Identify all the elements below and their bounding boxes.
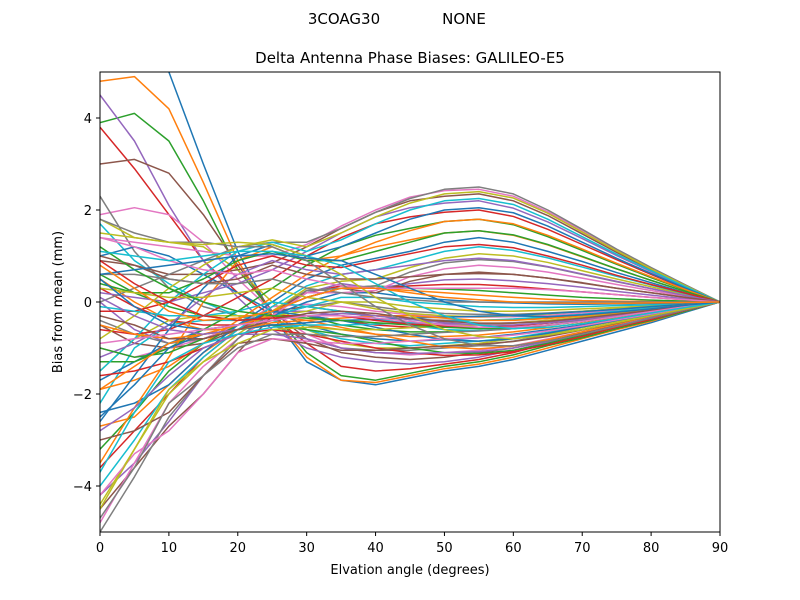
series-line-s41 [100,206,720,423]
series-line-s70 [100,250,720,330]
series-line-s71 [100,252,720,318]
x-tick-label: 20 [230,541,247,556]
x-axis: 0 10 20 30 40 50 60 70 80 90 [96,532,728,556]
series-line-s30 [100,246,720,487]
y-tick-label: −2 [73,388,92,403]
series-line-s37 [100,188,720,303]
series-line-s6 [100,158,720,361]
x-tick-label: 70 [574,541,591,556]
series-line-s40 [100,197,720,372]
y-tick-label: 2 [84,204,92,219]
series-line-s59 [100,301,720,510]
series-line-s67 [100,301,720,345]
series-line-s1 [167,72,720,386]
series-line-s31 [100,236,720,414]
series-line-s43 [100,229,720,303]
x-tick-label: 80 [643,541,660,556]
series-line-s35 [100,200,720,303]
x-tick-label: 60 [505,541,522,556]
series-line-s72 [100,264,720,322]
series-line-s65 [100,296,720,335]
x-tick-label: 0 [96,541,104,556]
series-line-s48 [100,273,720,303]
series-line-s66 [100,301,720,340]
x-tick-label: 90 [712,541,729,556]
series-line-s69 [100,232,720,340]
suptitle-radome: NONE [442,10,486,28]
series-line-s68 [100,218,720,347]
y-tick-label: 4 [84,112,92,127]
chart-title: Delta Antenna Phase Biases: GALILEO-E5 [255,49,565,67]
series-line-s57 [100,301,720,496]
x-tick-label: 40 [367,541,384,556]
x-tick-label: 30 [298,541,315,556]
x-tick-label: 10 [161,541,178,556]
series-line-s60 [100,301,720,473]
series-line-s39 [100,190,720,340]
y-axis: −4 −2 0 2 4 [73,112,100,495]
series-line-s3 [100,112,720,381]
series-layer [100,72,720,532]
y-tick-label: 0 [84,296,92,311]
y-axis-label: Bias from mean (mm) [51,231,66,373]
series-line-s2 [100,75,720,384]
x-axis-label: Elvation angle (degrees) [330,563,489,578]
y-tick-label: −4 [73,480,92,495]
suptitle-receiver: 3COAG30 [308,10,380,28]
x-tick-label: 50 [436,541,453,556]
